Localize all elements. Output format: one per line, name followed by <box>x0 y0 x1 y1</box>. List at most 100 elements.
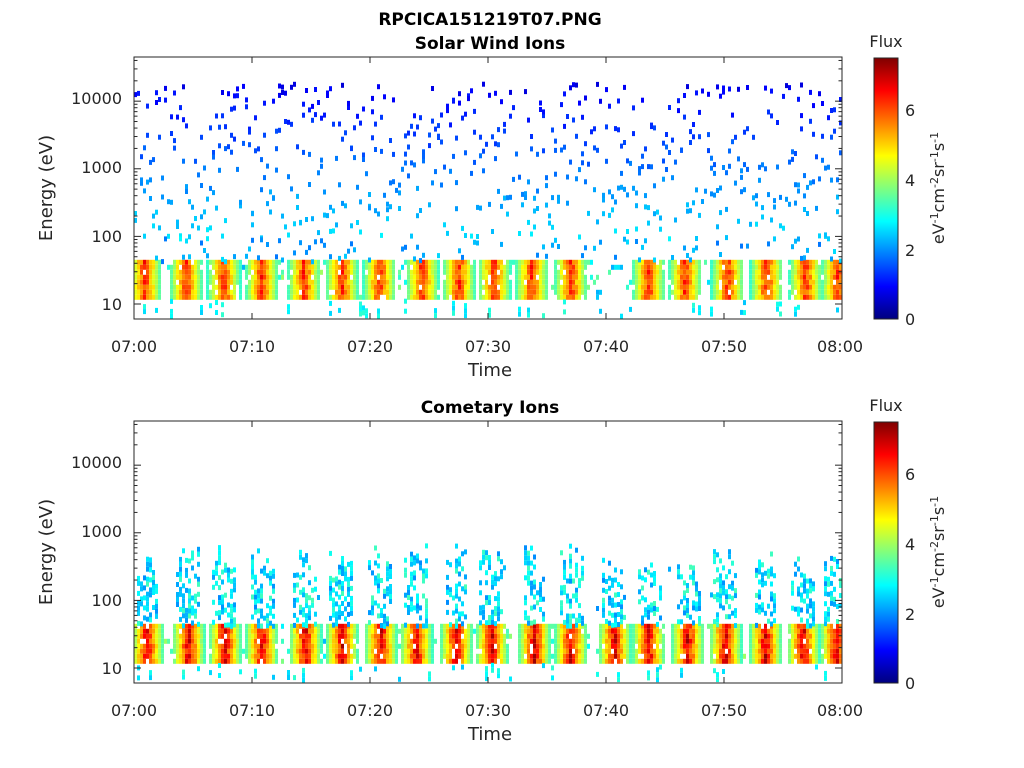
heatmap-cell <box>293 250 296 256</box>
heatmap-cell <box>833 269 836 275</box>
y-tick-label: 100 <box>91 227 122 246</box>
heatmap-cell <box>140 264 143 270</box>
heatmap-cell <box>716 633 719 639</box>
heatmap-cell <box>335 658 338 664</box>
heatmap-cell <box>188 269 191 275</box>
heatmap-cell <box>518 274 521 280</box>
heatmap-cell <box>662 289 665 295</box>
heatmap-cell <box>824 576 827 582</box>
heatmap-cell <box>314 586 317 592</box>
heatmap-cell <box>767 618 770 624</box>
heatmap-cell <box>401 638 404 644</box>
heatmap-cell <box>185 238 188 244</box>
heatmap-cell <box>299 609 302 615</box>
heatmap-cell <box>578 638 581 644</box>
heatmap-cell <box>617 677 620 683</box>
heatmap-cell <box>830 264 833 270</box>
heatmap-cell <box>335 576 338 582</box>
heatmap-cell <box>653 628 656 634</box>
heatmap-cell <box>608 595 611 601</box>
heatmap-cell <box>386 628 389 634</box>
heatmap-cell <box>344 259 347 265</box>
heatmap-cell <box>407 585 410 590</box>
heatmap-cell <box>638 269 641 275</box>
heatmap-cell <box>332 294 335 300</box>
heatmap-cell <box>569 269 572 275</box>
heatmap-cell <box>635 264 638 270</box>
heatmap-cell <box>647 638 650 644</box>
heatmap-cell <box>329 228 332 234</box>
heatmap-cell <box>467 264 470 270</box>
heatmap-cell <box>770 284 773 290</box>
heatmap-cell <box>185 628 188 634</box>
heatmap-cell <box>479 134 482 140</box>
heatmap-cell <box>236 279 239 285</box>
heatmap-cell <box>461 254 464 260</box>
heatmap-cell <box>176 219 179 225</box>
heatmap-cell <box>692 633 695 639</box>
heatmap-cell <box>455 623 458 629</box>
heatmap-cell <box>602 648 605 654</box>
heatmap-cell <box>491 229 494 234</box>
heatmap-cell <box>416 185 419 191</box>
heatmap-cell <box>674 653 677 659</box>
heatmap-cell <box>338 255 341 261</box>
colorbar-solar-wind: Flux 0 2 4 6 eV-1cm-2sr-1s-1 <box>869 32 948 329</box>
heatmap-cell <box>500 284 503 290</box>
heatmap-cell <box>527 648 530 654</box>
heatmap-cell <box>191 628 194 634</box>
heatmap-cell <box>383 618 386 624</box>
heatmap-cell <box>326 638 329 644</box>
heatmap-cell <box>749 294 752 300</box>
heatmap-cell <box>416 658 419 664</box>
heatmap-cell <box>731 269 734 275</box>
heatmap-cell <box>686 259 689 265</box>
heatmap-cell <box>224 592 227 598</box>
heatmap-cell <box>554 138 557 144</box>
heatmap-cell <box>722 294 725 300</box>
heatmap-cell <box>176 284 179 290</box>
heatmap-cell <box>266 573 269 579</box>
heatmap-cell <box>188 593 191 599</box>
heatmap-cell <box>230 279 233 285</box>
heatmap-cell <box>776 269 779 275</box>
heatmap-cell <box>533 633 536 639</box>
heatmap-cell <box>587 210 590 216</box>
heatmap-cell <box>725 269 728 275</box>
heatmap-cell <box>383 593 386 599</box>
heatmap-cell <box>647 628 650 634</box>
heatmap-cell <box>566 578 569 584</box>
heatmap-cell <box>188 254 191 260</box>
heatmap-cell <box>236 633 239 639</box>
heatmap-cell <box>398 643 401 649</box>
heatmap-cell <box>713 284 716 290</box>
heatmap-cell <box>713 170 716 176</box>
heatmap-cell <box>737 156 740 162</box>
heatmap-cell <box>548 658 551 664</box>
heatmap-cell <box>350 560 353 566</box>
heatmap-cell <box>140 154 143 160</box>
heatmap-cell <box>827 633 830 639</box>
heatmap-cell <box>830 590 833 596</box>
heatmap-cell <box>332 638 335 644</box>
heatmap-cell <box>500 241 503 247</box>
heatmap-cell <box>455 284 458 290</box>
heatmap-cell <box>392 151 395 157</box>
heatmap-cell <box>614 622 617 628</box>
heatmap-cell <box>761 294 764 300</box>
heatmap-cell <box>206 269 209 275</box>
heatmap-cell <box>428 264 431 270</box>
heatmap-cell <box>518 643 521 649</box>
heatmap-cell <box>194 269 197 275</box>
heatmap-cell <box>263 633 266 639</box>
heatmap-cell <box>629 638 632 644</box>
heatmap-cell <box>797 591 800 597</box>
heatmap-cell <box>803 289 806 295</box>
heatmap-cell <box>239 628 242 634</box>
colorbar-unit-label: eV-1cm-2sr-1s-1 <box>928 496 949 608</box>
heatmap-cell <box>482 628 485 634</box>
heatmap-cell <box>365 171 368 177</box>
heatmap-cell <box>662 284 665 290</box>
heatmap-cell <box>305 558 308 564</box>
heatmap-cell <box>413 623 416 629</box>
